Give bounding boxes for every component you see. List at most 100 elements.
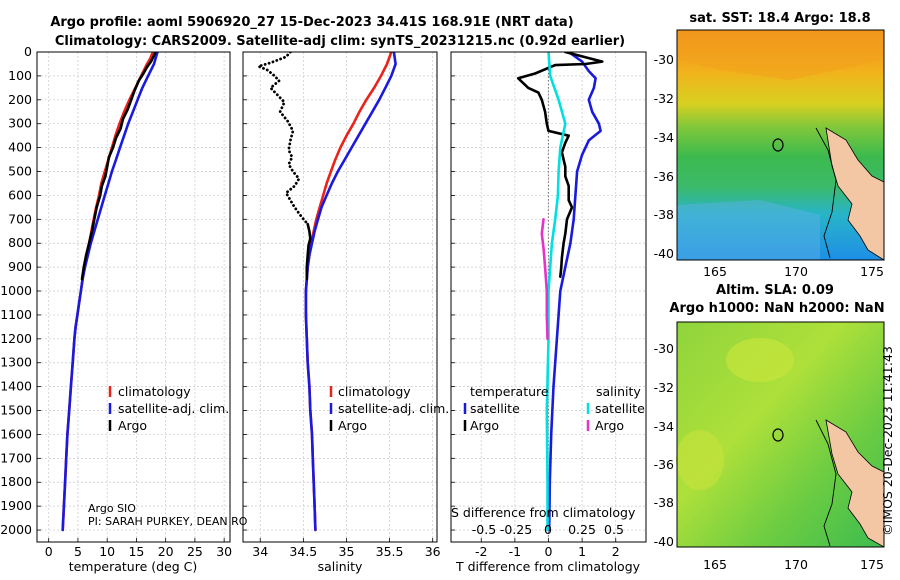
- s-tick: 0: [544, 522, 552, 537]
- figure-title-line1: Argo profile: aoml 5906920_27 15-Dec-202…: [50, 15, 573, 30]
- legend-label-temp-satellite: satellite: [470, 401, 520, 416]
- series-argo: [257, 52, 310, 226]
- legend-label-argo: Argo: [118, 418, 147, 433]
- y-tick-label: 1200: [0, 331, 32, 346]
- map-ytick: -34: [654, 130, 674, 145]
- legend-label-sal-argo: Argo: [595, 418, 624, 433]
- x-tick-label: 2: [612, 544, 620, 559]
- y-tick-label: 2000: [0, 522, 32, 537]
- s-difference-ticks: -0.5 -0.25 0 0.25 0.5: [472, 522, 624, 537]
- map-ytick: -40: [654, 246, 674, 261]
- y-tick-label: 700: [8, 211, 32, 226]
- map-ytick: -38: [654, 495, 674, 510]
- x-tick-label: 0: [45, 544, 53, 559]
- sst-argo-marker: [772, 138, 784, 152]
- legend-label-temp-argo: Argo: [470, 418, 499, 433]
- series-climatology: [61, 52, 155, 532]
- x-tick-label: 34: [252, 544, 268, 559]
- nz-land: [825, 419, 885, 548]
- x-tick-label: 20: [158, 544, 174, 559]
- s-tick: 0.25: [568, 522, 596, 537]
- y-tick-label: 1000: [0, 283, 32, 298]
- difference-legend: temperature satellite Argo salinity sate…: [463, 384, 645, 433]
- y-tick-label: 300: [8, 116, 32, 131]
- s-tick: -0.5: [472, 522, 496, 537]
- legend-label-satellite-clim: satellite-adj. clim.: [118, 401, 229, 416]
- x-tick-label: 35.5: [376, 544, 404, 559]
- x-tick-label: 10: [99, 544, 115, 559]
- sla-map-title: Altim. SLA: 0.09: [716, 283, 834, 298]
- map-ytick: -36: [654, 169, 674, 184]
- series-argo: [80, 52, 157, 281]
- sst-warm-patch: [677, 30, 884, 80]
- credit-stamp: ©IMOS 20-Dec-2023 11:41:43: [880, 346, 895, 536]
- y-tick-label: 1400: [0, 379, 32, 394]
- map-ytick: -30: [654, 341, 674, 356]
- sla-map-frame: [676, 321, 885, 548]
- y-tick-label: 100: [8, 68, 32, 83]
- y-tick-label: 1300: [0, 355, 32, 370]
- series-temperature-argo: [516, 52, 604, 279]
- sla-high-patch: [726, 338, 794, 382]
- legend-label-climatology: climatology: [338, 384, 411, 399]
- salinity-panel: 34 34.5 35 35.5 36 salinity climatology sate…: [242, 51, 449, 574]
- x-tick-label: 5: [74, 544, 82, 559]
- sst-cool-patch: [677, 200, 820, 260]
- difference-xlabel: T difference from climatology: [455, 559, 641, 574]
- temperature-grid: [37, 51, 230, 542]
- map-xtick: 165: [703, 264, 727, 279]
- legend-title-salinity: salinity: [596, 384, 641, 399]
- sla-argo-marker: [772, 428, 784, 442]
- y-tick-label: 500: [8, 164, 32, 179]
- sla-high-patch: [676, 430, 724, 490]
- temperature-axis-ticks: 0 5 10 15 20 25 30: [45, 544, 232, 559]
- map-xtick: 170: [784, 264, 808, 279]
- series-satellite-adj-clim-: [304, 52, 397, 532]
- map-xtick: 175: [860, 557, 884, 572]
- x-tick-label: 34.5: [289, 544, 317, 559]
- legend-label-sal-satellite: satellite: [595, 401, 645, 416]
- map-ytick: -38: [654, 207, 674, 222]
- salinity-legend: climatology satellite-adj. clim. Argo: [329, 384, 449, 433]
- y-tick-label: 1500: [0, 403, 32, 418]
- legend-label-climatology: climatology: [118, 384, 191, 399]
- sla-contour: [815, 419, 837, 547]
- map-ytick: -32: [654, 380, 674, 395]
- series-satellite-adj-clim-: [61, 52, 159, 532]
- y-tick-label: 800: [8, 235, 32, 250]
- y-tick-label: 1100: [0, 307, 32, 322]
- difference-frame: [450, 51, 647, 543]
- salinity-axis-ticks: 34 34.5 35 35.5 36: [252, 544, 440, 559]
- sla-map: Altim. SLA: 0.09 Argo h1000: NaN h2000: …: [654, 283, 885, 572]
- x-tick-label: -2: [475, 544, 487, 559]
- salinity-series: [257, 52, 397, 532]
- sst-map: sat. SST: 18.4 Argo: 18.8 -30 -32 -34 -3…: [654, 11, 885, 279]
- series-salinity-satellite: [545, 52, 567, 532]
- y-tick-label: 0: [24, 44, 32, 59]
- x-tick-label: 30: [216, 544, 232, 559]
- temperature-xlabel: temperature (deg C): [69, 559, 198, 574]
- s-tick: -0.25: [500, 522, 532, 537]
- legend-label-satellite-clim: satellite-adj. clim.: [338, 401, 449, 416]
- annotation-pi: PI: SARAH PURKEY, DEAN RO: [88, 515, 248, 528]
- y-tick-label: 900: [8, 259, 32, 274]
- legend-title-temperature: temperature: [470, 384, 549, 399]
- temperature-frame: [36, 51, 231, 543]
- x-tick-label: 0: [545, 544, 553, 559]
- sst-map-frame: [676, 29, 885, 261]
- s-difference-axis-label: S difference from climatology: [451, 505, 636, 520]
- figure-title-line2: Climatology: CARS2009. Satellite-adj cli…: [55, 34, 625, 49]
- series-argo: [305, 222, 312, 281]
- map-ytick: -30: [654, 52, 674, 67]
- series-salinity-argo: [540, 218, 549, 341]
- y-tick-label: 1600: [0, 426, 32, 441]
- x-tick-label: 25: [187, 544, 203, 559]
- depth-axis-labels: 0 100 200 300 400 500 600 700 800 900 1000 1100 1200…: [0, 44, 32, 537]
- sst-map-title: sat. SST: 18.4 Argo: 18.8: [689, 11, 870, 26]
- sla-map-subtitle: Argo h1000: NaN h2000: NaN: [669, 301, 884, 316]
- temperature-panel: 0100200300400500600700800900100011001200…: [0, 44, 248, 574]
- x-tick-label: 15: [128, 544, 144, 559]
- nz-land: [825, 127, 885, 261]
- temperature-series: [61, 52, 159, 532]
